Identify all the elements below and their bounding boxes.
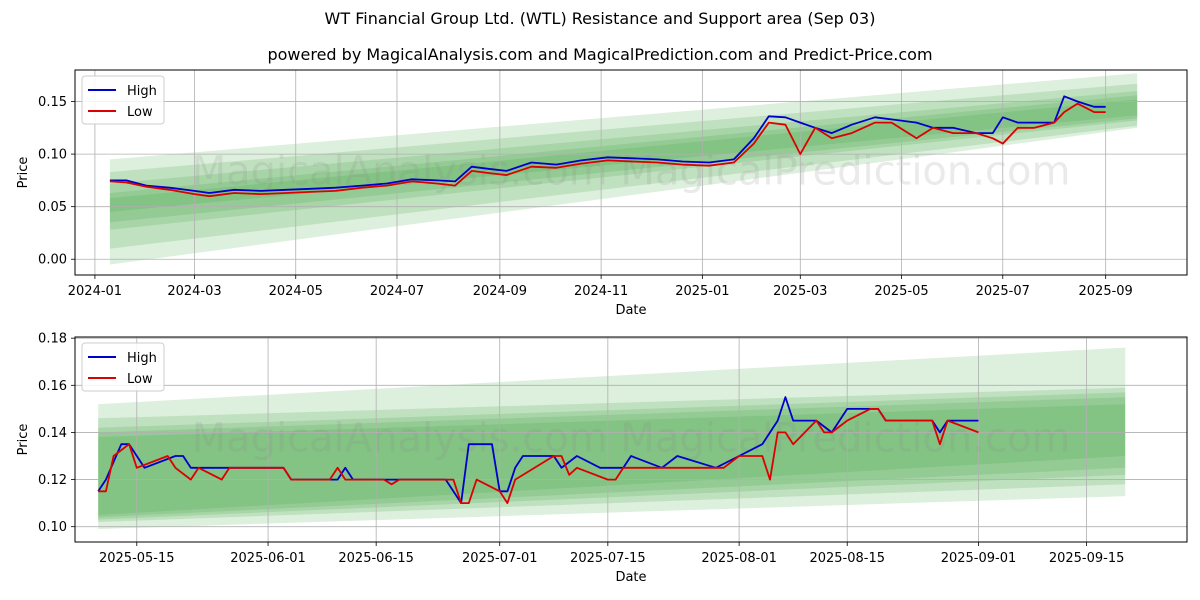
legend: High Low	[81, 75, 165, 125]
x-tick-label: 2024-05	[269, 284, 323, 299]
series-line-high	[97, 396, 979, 504]
y-tick-label: 0.05	[38, 200, 67, 215]
x-axis-label: Date	[615, 570, 646, 585]
x-tick-label: 2024-03	[167, 284, 221, 299]
x-tick-label: 2025-07	[976, 284, 1030, 299]
x-tick-label: 2025-07-01	[462, 551, 538, 566]
legend: High Low	[81, 342, 165, 392]
x-tick-label: 2024-11	[574, 284, 628, 299]
legend-label-low: Low	[127, 372, 153, 387]
x-tick-label: 2025-08-15	[809, 551, 885, 566]
y-tick-label: 0.18	[38, 332, 67, 347]
y-tick-label: 0.00	[38, 253, 67, 268]
legend-label-high: High	[127, 84, 157, 99]
y-tick-label: 0.16	[38, 379, 67, 394]
y-tick-label: 0.10	[38, 148, 67, 163]
band-5	[109, 99, 1138, 212]
subplot-2: MagicalAnalysis.com MagicalPrediction.co…	[16, 332, 1188, 585]
chart-title: WT Financial Group Ltd. (WTL) Resistance…	[324, 9, 876, 28]
x-tick-label: 2024-07	[370, 284, 424, 299]
x-tick-label: 2025-09-01	[941, 551, 1017, 566]
x-tick-label: 2025-01	[675, 284, 729, 299]
band-4	[98, 397, 1126, 518]
band-2	[98, 387, 1126, 522]
band-1	[109, 73, 1138, 265]
x-tick-label: 2025-05-15	[99, 551, 175, 566]
x-tick-label: 2025-05	[874, 284, 928, 299]
y-tick-label: 0.12	[38, 473, 67, 488]
axes-frame	[74, 69, 1188, 276]
x-tick-label: 2025-09	[1079, 284, 1133, 299]
series-line-low	[98, 408, 979, 504]
x-tick-label: 2025-06-15	[338, 551, 414, 566]
x-tick-label: 2025-09-15	[1049, 551, 1125, 566]
x-tick-label: 2025-06-01	[230, 551, 306, 566]
y-axis-label: Price	[16, 157, 31, 189]
x-tick-label: 2024-01	[68, 284, 122, 299]
x-tick-label: 2024-09	[473, 284, 527, 299]
band-5	[98, 404, 1126, 515]
legend-label-low: Low	[127, 105, 153, 120]
subplot-1: MagicalAnalysis.com MagicalPrediction.co…	[16, 69, 1188, 318]
series-line-high	[109, 95, 1106, 194]
y-tick-label: 0.10	[38, 520, 67, 535]
y-axis-label: Price	[16, 424, 31, 456]
y-tick-label: 0.15	[38, 95, 67, 110]
series-line-low	[109, 102, 1106, 198]
legend-label-high: High	[127, 351, 157, 366]
x-tick-label: 2025-07-15	[570, 551, 646, 566]
x-axis-label: Date	[615, 303, 646, 318]
band-1	[98, 347, 1126, 529]
x-tick-label: 2025-08-01	[701, 551, 777, 566]
chart-subtitle: powered by MagicalAnalysis.com and Magic…	[267, 45, 933, 64]
axes-frame	[74, 336, 1188, 543]
y-tick-label: 0.14	[38, 426, 67, 441]
watermark: MagicalAnalysis.com MagicalPrediction.co…	[192, 416, 1071, 462]
band-3	[98, 392, 1126, 520]
band-2	[109, 83, 1138, 249]
x-tick-label: 2025-03	[773, 284, 827, 299]
